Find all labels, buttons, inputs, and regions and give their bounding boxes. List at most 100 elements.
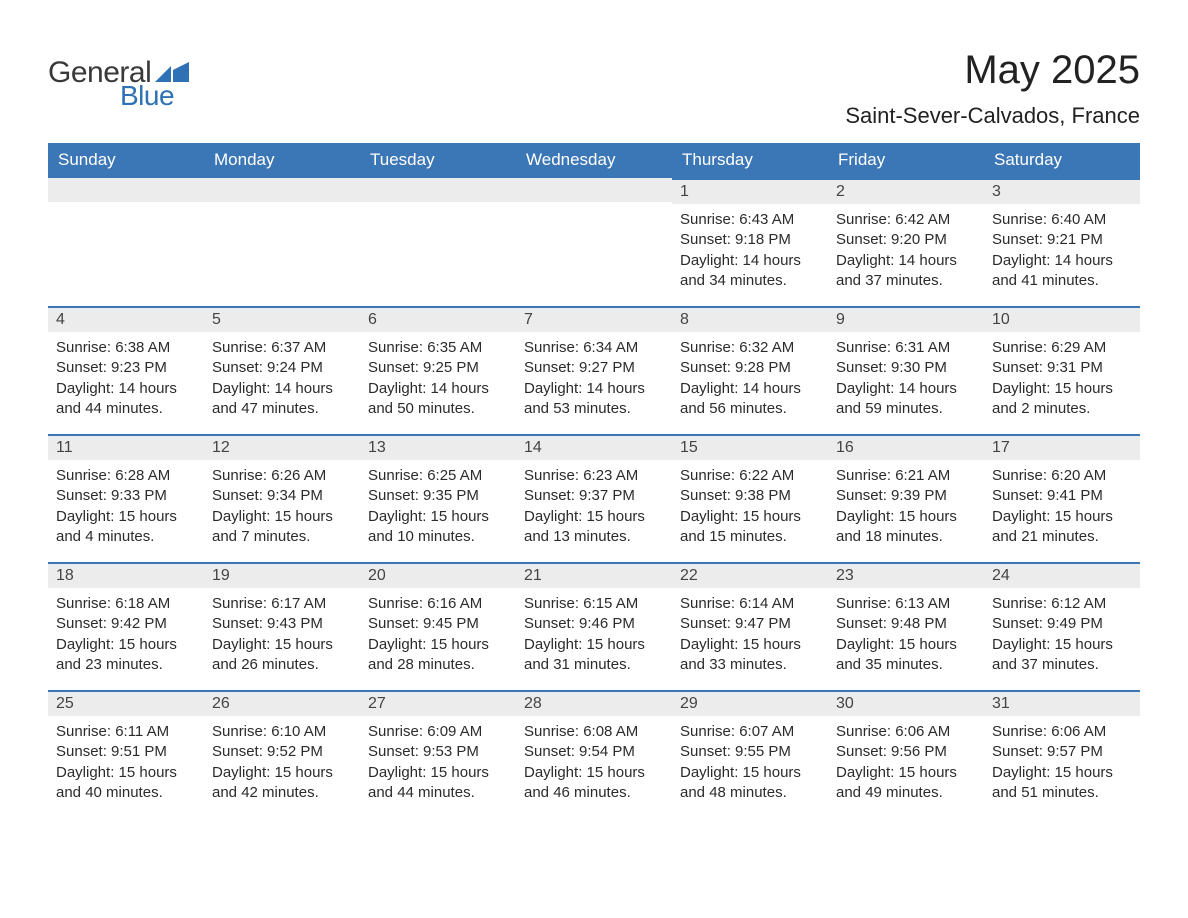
- day-sunset: Sunset: 9:39 PM: [836, 486, 976, 506]
- day-dl1: Daylight: 14 hours: [680, 379, 820, 399]
- day-sunrise: Sunrise: 6:43 AM: [680, 210, 820, 230]
- day-sunset: Sunset: 9:45 PM: [368, 614, 508, 634]
- day-cell: 9Sunrise: 6:31 AMSunset: 9:30 PMDaylight…: [828, 306, 984, 434]
- day-dl2: and 46 minutes.: [524, 783, 664, 803]
- day-dl2: and 41 minutes.: [992, 271, 1132, 291]
- day-dl1: Daylight: 14 hours: [368, 379, 508, 399]
- day-sunrise: Sunrise: 6:18 AM: [56, 594, 196, 614]
- day-cell: 14Sunrise: 6:23 AMSunset: 9:37 PMDayligh…: [516, 434, 672, 562]
- day-number: 4: [48, 308, 204, 332]
- day-dl1: Daylight: 14 hours: [836, 251, 976, 271]
- dow-friday: Friday: [828, 143, 984, 178]
- day-dl2: and 4 minutes.: [56, 527, 196, 547]
- month-title: May 2025: [845, 48, 1140, 93]
- day-number: 26: [204, 692, 360, 716]
- empty-day-bar: [204, 178, 360, 202]
- day-dl1: Daylight: 15 hours: [368, 635, 508, 655]
- day-sunset: Sunset: 9:43 PM: [212, 614, 352, 634]
- day-body: Sunrise: 6:06 AMSunset: 9:57 PMDaylight:…: [984, 716, 1140, 803]
- day-number: 18: [48, 564, 204, 588]
- day-dl1: Daylight: 15 hours: [992, 763, 1132, 783]
- week-row: 4Sunrise: 6:38 AMSunset: 9:23 PMDaylight…: [48, 306, 1140, 434]
- day-sunset: Sunset: 9:48 PM: [836, 614, 976, 634]
- day-sunrise: Sunrise: 6:06 AM: [836, 722, 976, 742]
- day-number: 21: [516, 564, 672, 588]
- day-dl1: Daylight: 15 hours: [212, 507, 352, 527]
- day-dl2: and 37 minutes.: [992, 655, 1132, 675]
- day-dl2: and 2 minutes.: [992, 399, 1132, 419]
- day-number: 25: [48, 692, 204, 716]
- day-dl1: Daylight: 15 hours: [836, 763, 976, 783]
- day-body: Sunrise: 6:42 AMSunset: 9:20 PMDaylight:…: [828, 204, 984, 291]
- day-sunset: Sunset: 9:24 PM: [212, 358, 352, 378]
- day-body: Sunrise: 6:29 AMSunset: 9:31 PMDaylight:…: [984, 332, 1140, 419]
- day-dl2: and 40 minutes.: [56, 783, 196, 803]
- day-sunset: Sunset: 9:56 PM: [836, 742, 976, 762]
- day-dl1: Daylight: 15 hours: [368, 763, 508, 783]
- day-body: Sunrise: 6:37 AMSunset: 9:24 PMDaylight:…: [204, 332, 360, 419]
- day-number: 17: [984, 436, 1140, 460]
- dow-tuesday: Tuesday: [360, 143, 516, 178]
- day-body: Sunrise: 6:12 AMSunset: 9:49 PMDaylight:…: [984, 588, 1140, 675]
- day-body: Sunrise: 6:08 AMSunset: 9:54 PMDaylight:…: [516, 716, 672, 803]
- day-sunrise: Sunrise: 6:22 AM: [680, 466, 820, 486]
- day-cell: 29Sunrise: 6:07 AMSunset: 9:55 PMDayligh…: [672, 690, 828, 818]
- day-body: Sunrise: 6:15 AMSunset: 9:46 PMDaylight:…: [516, 588, 672, 675]
- day-dl1: Daylight: 15 hours: [992, 507, 1132, 527]
- day-sunset: Sunset: 9:18 PM: [680, 230, 820, 250]
- day-number: 16: [828, 436, 984, 460]
- day-cell: [48, 178, 204, 306]
- day-cell: 10Sunrise: 6:29 AMSunset: 9:31 PMDayligh…: [984, 306, 1140, 434]
- day-dl1: Daylight: 14 hours: [524, 379, 664, 399]
- day-body: Sunrise: 6:17 AMSunset: 9:43 PMDaylight:…: [204, 588, 360, 675]
- day-sunrise: Sunrise: 6:42 AM: [836, 210, 976, 230]
- day-cell: 15Sunrise: 6:22 AMSunset: 9:38 PMDayligh…: [672, 434, 828, 562]
- day-dl2: and 18 minutes.: [836, 527, 976, 547]
- day-sunrise: Sunrise: 6:25 AM: [368, 466, 508, 486]
- day-sunrise: Sunrise: 6:08 AM: [524, 722, 664, 742]
- day-dl1: Daylight: 15 hours: [56, 507, 196, 527]
- day-number: 28: [516, 692, 672, 716]
- day-sunset: Sunset: 9:38 PM: [680, 486, 820, 506]
- empty-day-bar: [48, 178, 204, 202]
- day-number: 14: [516, 436, 672, 460]
- day-body: Sunrise: 6:06 AMSunset: 9:56 PMDaylight:…: [828, 716, 984, 803]
- day-dl2: and 33 minutes.: [680, 655, 820, 675]
- day-dl1: Daylight: 15 hours: [212, 635, 352, 655]
- day-sunrise: Sunrise: 6:31 AM: [836, 338, 976, 358]
- week-row: 25Sunrise: 6:11 AMSunset: 9:51 PMDayligh…: [48, 690, 1140, 818]
- day-cell: 18Sunrise: 6:18 AMSunset: 9:42 PMDayligh…: [48, 562, 204, 690]
- day-dl1: Daylight: 15 hours: [524, 635, 664, 655]
- brand-logo: General Blue: [48, 48, 189, 112]
- day-dl1: Daylight: 15 hours: [680, 507, 820, 527]
- day-sunset: Sunset: 9:52 PM: [212, 742, 352, 762]
- day-sunset: Sunset: 9:34 PM: [212, 486, 352, 506]
- day-sunrise: Sunrise: 6:40 AM: [992, 210, 1132, 230]
- day-sunrise: Sunrise: 6:17 AM: [212, 594, 352, 614]
- day-cell: 1Sunrise: 6:43 AMSunset: 9:18 PMDaylight…: [672, 178, 828, 306]
- days-of-week-header: Sunday Monday Tuesday Wednesday Thursday…: [48, 143, 1140, 178]
- day-dl1: Daylight: 14 hours: [212, 379, 352, 399]
- day-dl2: and 21 minutes.: [992, 527, 1132, 547]
- day-cell: 12Sunrise: 6:26 AMSunset: 9:34 PMDayligh…: [204, 434, 360, 562]
- day-number: 5: [204, 308, 360, 332]
- day-dl2: and 7 minutes.: [212, 527, 352, 547]
- day-dl2: and 28 minutes.: [368, 655, 508, 675]
- day-dl1: Daylight: 14 hours: [992, 251, 1132, 271]
- day-cell: 19Sunrise: 6:17 AMSunset: 9:43 PMDayligh…: [204, 562, 360, 690]
- day-sunrise: Sunrise: 6:35 AM: [368, 338, 508, 358]
- day-number: 2: [828, 180, 984, 204]
- day-body: Sunrise: 6:40 AMSunset: 9:21 PMDaylight:…: [984, 204, 1140, 291]
- day-number: 7: [516, 308, 672, 332]
- day-sunrise: Sunrise: 6:26 AM: [212, 466, 352, 486]
- day-sunset: Sunset: 9:46 PM: [524, 614, 664, 634]
- day-body: Sunrise: 6:16 AMSunset: 9:45 PMDaylight:…: [360, 588, 516, 675]
- day-cell: [204, 178, 360, 306]
- day-dl2: and 44 minutes.: [56, 399, 196, 419]
- day-sunset: Sunset: 9:53 PM: [368, 742, 508, 762]
- day-sunset: Sunset: 9:55 PM: [680, 742, 820, 762]
- day-body: Sunrise: 6:22 AMSunset: 9:38 PMDaylight:…: [672, 460, 828, 547]
- day-cell: [516, 178, 672, 306]
- day-body: Sunrise: 6:10 AMSunset: 9:52 PMDaylight:…: [204, 716, 360, 803]
- day-dl2: and 56 minutes.: [680, 399, 820, 419]
